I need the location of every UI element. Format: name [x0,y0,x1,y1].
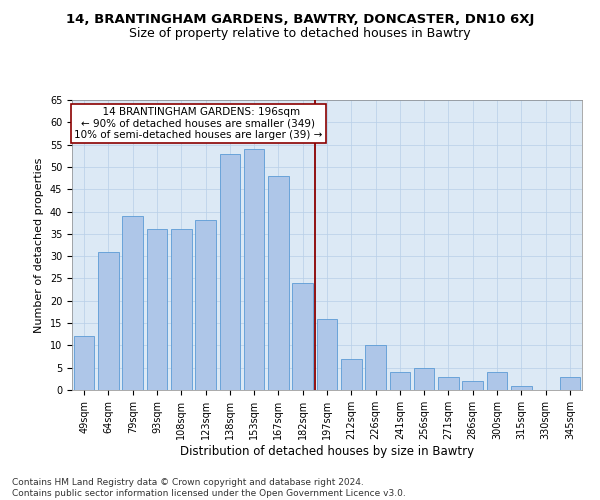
Bar [292,283,313,390]
Text: 14, BRANTINGHAM GARDENS, BAWTRY, DONCASTER, DN10 6XJ: 14, BRANTINGHAM GARDENS, BAWTRY, DONCAST… [66,12,534,26]
Bar [244,149,265,390]
Bar [195,220,216,390]
Bar [560,376,580,390]
Bar [146,230,167,390]
Bar [487,372,508,390]
Bar [268,176,289,390]
Bar [365,346,386,390]
Text: Size of property relative to detached houses in Bawtry: Size of property relative to detached ho… [129,28,471,40]
Bar [74,336,94,390]
Bar [122,216,143,390]
Text: 14 BRANTINGHAM GARDENS: 196sqm
← 90% of detached houses are smaller (349)
10% of: 14 BRANTINGHAM GARDENS: 196sqm ← 90% of … [74,106,322,140]
Bar [220,154,240,390]
Bar [511,386,532,390]
Text: Contains HM Land Registry data © Crown copyright and database right 2024.
Contai: Contains HM Land Registry data © Crown c… [12,478,406,498]
Y-axis label: Number of detached properties: Number of detached properties [34,158,44,332]
Bar [438,376,459,390]
Bar [98,252,119,390]
Bar [389,372,410,390]
X-axis label: Distribution of detached houses by size in Bawtry: Distribution of detached houses by size … [180,444,474,458]
Bar [463,381,483,390]
Bar [171,230,191,390]
Bar [317,318,337,390]
Bar [414,368,434,390]
Bar [341,359,362,390]
